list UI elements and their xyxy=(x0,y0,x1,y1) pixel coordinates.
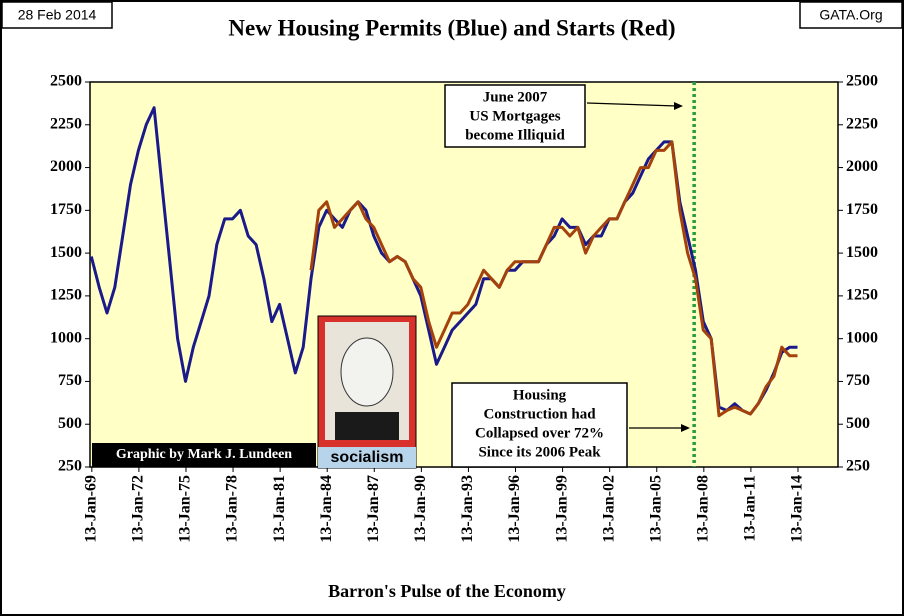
series-line xyxy=(309,140,798,418)
image-caption: socialism xyxy=(331,449,404,466)
x-tick-label: 13-Jan-84 xyxy=(318,475,335,543)
y-tick-label: 2250 xyxy=(50,115,82,132)
annotation-arrow xyxy=(586,102,678,107)
annotation-text: Construction had xyxy=(483,406,596,422)
x-axis-label: Barron's Pulse of the Economy xyxy=(328,581,566,601)
y-tick-label: 250 xyxy=(58,458,82,475)
y-tick-label: 1250 xyxy=(50,287,82,304)
x-tick-label: 13-Jan-99 xyxy=(553,475,570,543)
y2-tick-label: 1000 xyxy=(846,329,878,346)
x-tick-label: 13-Jan-72 xyxy=(130,475,147,543)
y-tick-label: 2500 xyxy=(50,73,82,90)
y2-tick-label: 2250 xyxy=(846,115,878,132)
x-tick-label: 13-Jan-93 xyxy=(459,475,476,543)
y-tick-label: 2000 xyxy=(50,158,82,175)
annotation-text: Collapsed over 72% xyxy=(475,425,604,441)
caption-box xyxy=(318,447,416,468)
annotation-text: Housing xyxy=(513,387,567,403)
annotation-box xyxy=(451,382,628,468)
y-tick-label: 1500 xyxy=(50,244,82,261)
arrow-head xyxy=(674,102,683,110)
y-tick-label: 500 xyxy=(58,415,82,432)
x-tick-label: 13-Jan-87 xyxy=(365,475,382,543)
x-tick-label: 13-Jan-78 xyxy=(224,475,241,543)
source-box xyxy=(799,1,903,29)
x-tick-label: 13-Jan-75 xyxy=(177,475,194,543)
y2-tick-label: 500 xyxy=(846,415,870,432)
y-tick-label: 1750 xyxy=(50,201,82,218)
arrow-head xyxy=(681,424,690,432)
image-suit xyxy=(335,412,399,440)
annotation-text: Since its 2006 Peak xyxy=(478,444,601,460)
credit-box xyxy=(92,443,316,467)
y2-tick-label: 2500 xyxy=(846,73,878,90)
y2-tick-label: 2000 xyxy=(846,158,878,175)
y2-tick-label: 1750 xyxy=(846,201,878,218)
x-tick-label: 13-Jan-05 xyxy=(647,475,664,543)
y-tick-label: 1000 xyxy=(50,329,82,346)
y-tick-label: 750 xyxy=(58,372,82,389)
date-box xyxy=(1,1,113,29)
x-tick-label: 13-Jan-08 xyxy=(694,475,711,543)
y2-tick-label: 250 xyxy=(846,458,870,475)
annotation-box xyxy=(444,84,586,148)
x-tick-label: 13-Jan-96 xyxy=(506,475,523,543)
x-tick-label: 13-Jan-69 xyxy=(82,475,99,543)
annotation-text: June 2007 xyxy=(483,89,548,105)
x-tick-label: 13-Jan-90 xyxy=(412,475,429,543)
y2-tick-label: 1500 xyxy=(846,244,878,261)
annotation-text: US Mortgages xyxy=(469,108,560,124)
y2-tick-label: 1250 xyxy=(846,287,878,304)
x-tick-label: 13-Jan-14 xyxy=(789,475,806,543)
chart-title: New Housing Permits (Blue) and Starts (R… xyxy=(228,15,675,40)
x-tick-label: 13-Jan-81 xyxy=(271,475,288,543)
x-tick-label: 13-Jan-11 xyxy=(742,475,759,542)
image-face xyxy=(340,337,394,407)
credit: Graphic by Mark J. Lundeen xyxy=(116,447,292,462)
y2-tick-label: 750 xyxy=(846,372,870,389)
annotation-text: become Illiquid xyxy=(465,127,565,143)
x-tick-label: 13-Jan-02 xyxy=(600,475,617,543)
date-stamp: 28 Feb 2014 xyxy=(18,7,97,23)
source: GATA.Org xyxy=(819,7,882,23)
